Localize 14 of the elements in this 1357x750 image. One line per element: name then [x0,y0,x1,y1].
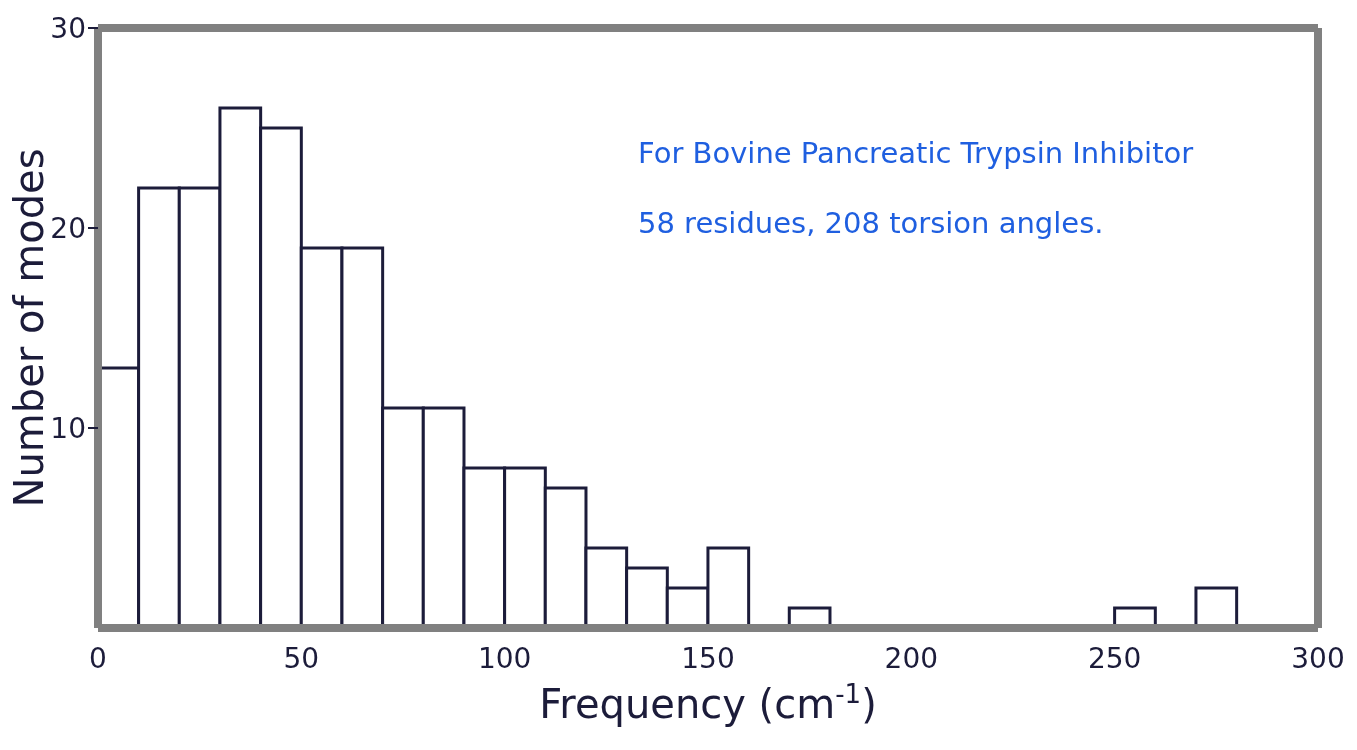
y-tick-label: 20 [50,211,86,245]
annotation: For Bovine Pancreatic Trypsin Inhibitor [638,135,1194,172]
x-tick-label: 200 [884,641,939,675]
x-tick-label: 150 [681,641,735,675]
annotation: 58 residues, 208 torsion angles. [638,205,1105,242]
y-tick-label: 10 [50,411,86,445]
x-tick-label: 300 [1291,641,1345,675]
x-tick-label: 50 [283,641,320,675]
y-axis-title: Number of modes [6,148,52,508]
x-axis-title: Frequency (cm$^{-1}$) [539,679,877,727]
x-tick-label: 0 [89,641,107,675]
x-tick-label: 250 [1087,641,1142,675]
x-tick-label: 100 [477,641,532,675]
y-tick-label: 30 [50,11,86,45]
